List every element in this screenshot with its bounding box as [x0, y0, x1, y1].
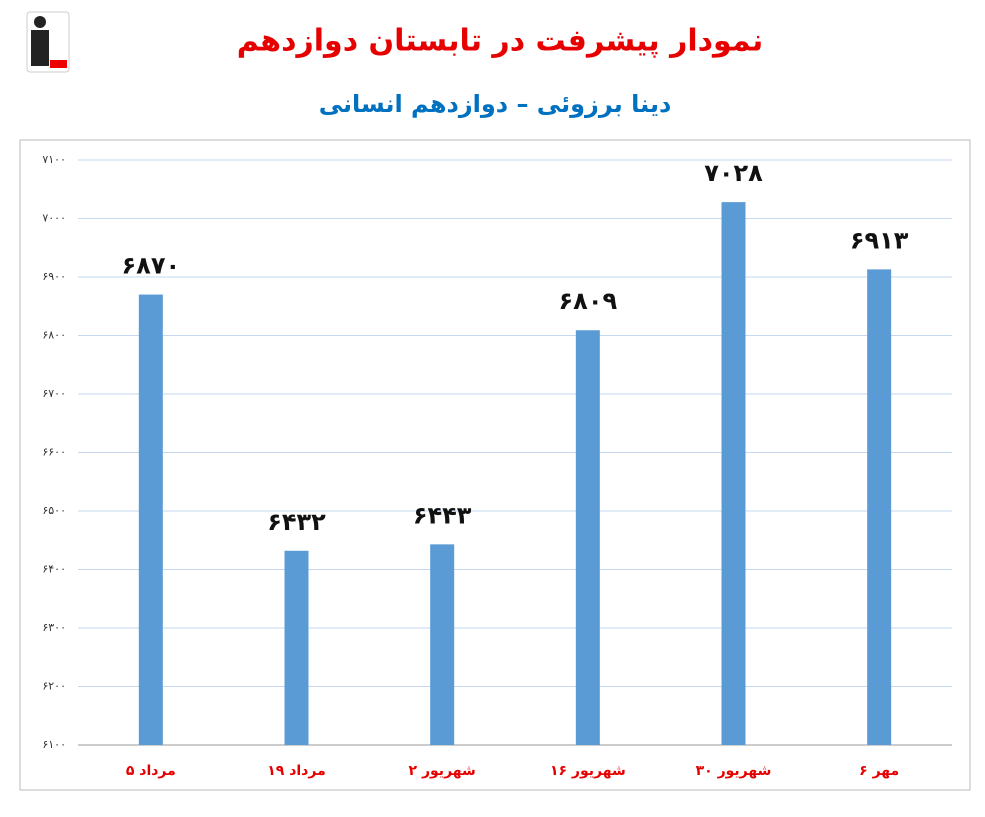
logo [26, 11, 70, 73]
y-tick-label: ۶۹۰۰ [42, 270, 66, 283]
data-label: ۷۰۲۸ [704, 159, 763, 187]
y-tick-label: ۶۵۰۰ [42, 504, 66, 517]
data-label: ۶۸۰۹ [559, 287, 618, 315]
bar [284, 550, 309, 745]
y-tick-label: ۷۰۰۰ [42, 212, 66, 225]
x-tick-label: ۲ شهریور [409, 763, 476, 779]
logo-badge [50, 60, 67, 68]
bar [430, 544, 455, 745]
logo-head [34, 16, 46, 28]
x-tick-label: ۱۶ شهریور [550, 763, 626, 779]
bar [867, 269, 892, 745]
chart-subtitle: دینا برزوئی – دوازدهم انسانی [319, 90, 672, 118]
x-tick-label: ۵ مرداد [126, 763, 176, 779]
y-tick-label: ۷۱۰۰ [42, 153, 66, 166]
data-label: ۶۴۴۳ [413, 501, 472, 529]
plot-frame [19, 139, 971, 791]
y-tick-label: ۶۳۰۰ [42, 621, 66, 634]
x-tick-label: ۱۹ مرداد [267, 763, 326, 779]
bar [138, 294, 163, 745]
x-tick-label: ۳۰ شهریور [696, 763, 772, 779]
bar [721, 202, 746, 745]
bar [575, 330, 600, 745]
y-tick-label: ۶۶۰۰ [42, 446, 66, 459]
data-label: ۶۹۱۳ [850, 226, 909, 254]
y-tick-label: ۶۴۰۰ [42, 563, 66, 576]
y-tick-label: ۶۸۰۰ [42, 329, 66, 342]
x-tick-label: ۶ مهر [859, 763, 899, 779]
y-tick-label: ۶۲۰۰ [42, 680, 66, 693]
chart-title: نمودار پیشرفت در تابستان دوازدهم [237, 24, 763, 59]
y-tick-label: ۶۷۰۰ [42, 387, 66, 400]
data-label: ۶۸۷۰ [122, 252, 181, 280]
data-label: ۶۴۳۲ [267, 508, 326, 536]
y-tick-label: ۶۱۰۰ [42, 738, 66, 751]
logo-body [31, 30, 49, 66]
